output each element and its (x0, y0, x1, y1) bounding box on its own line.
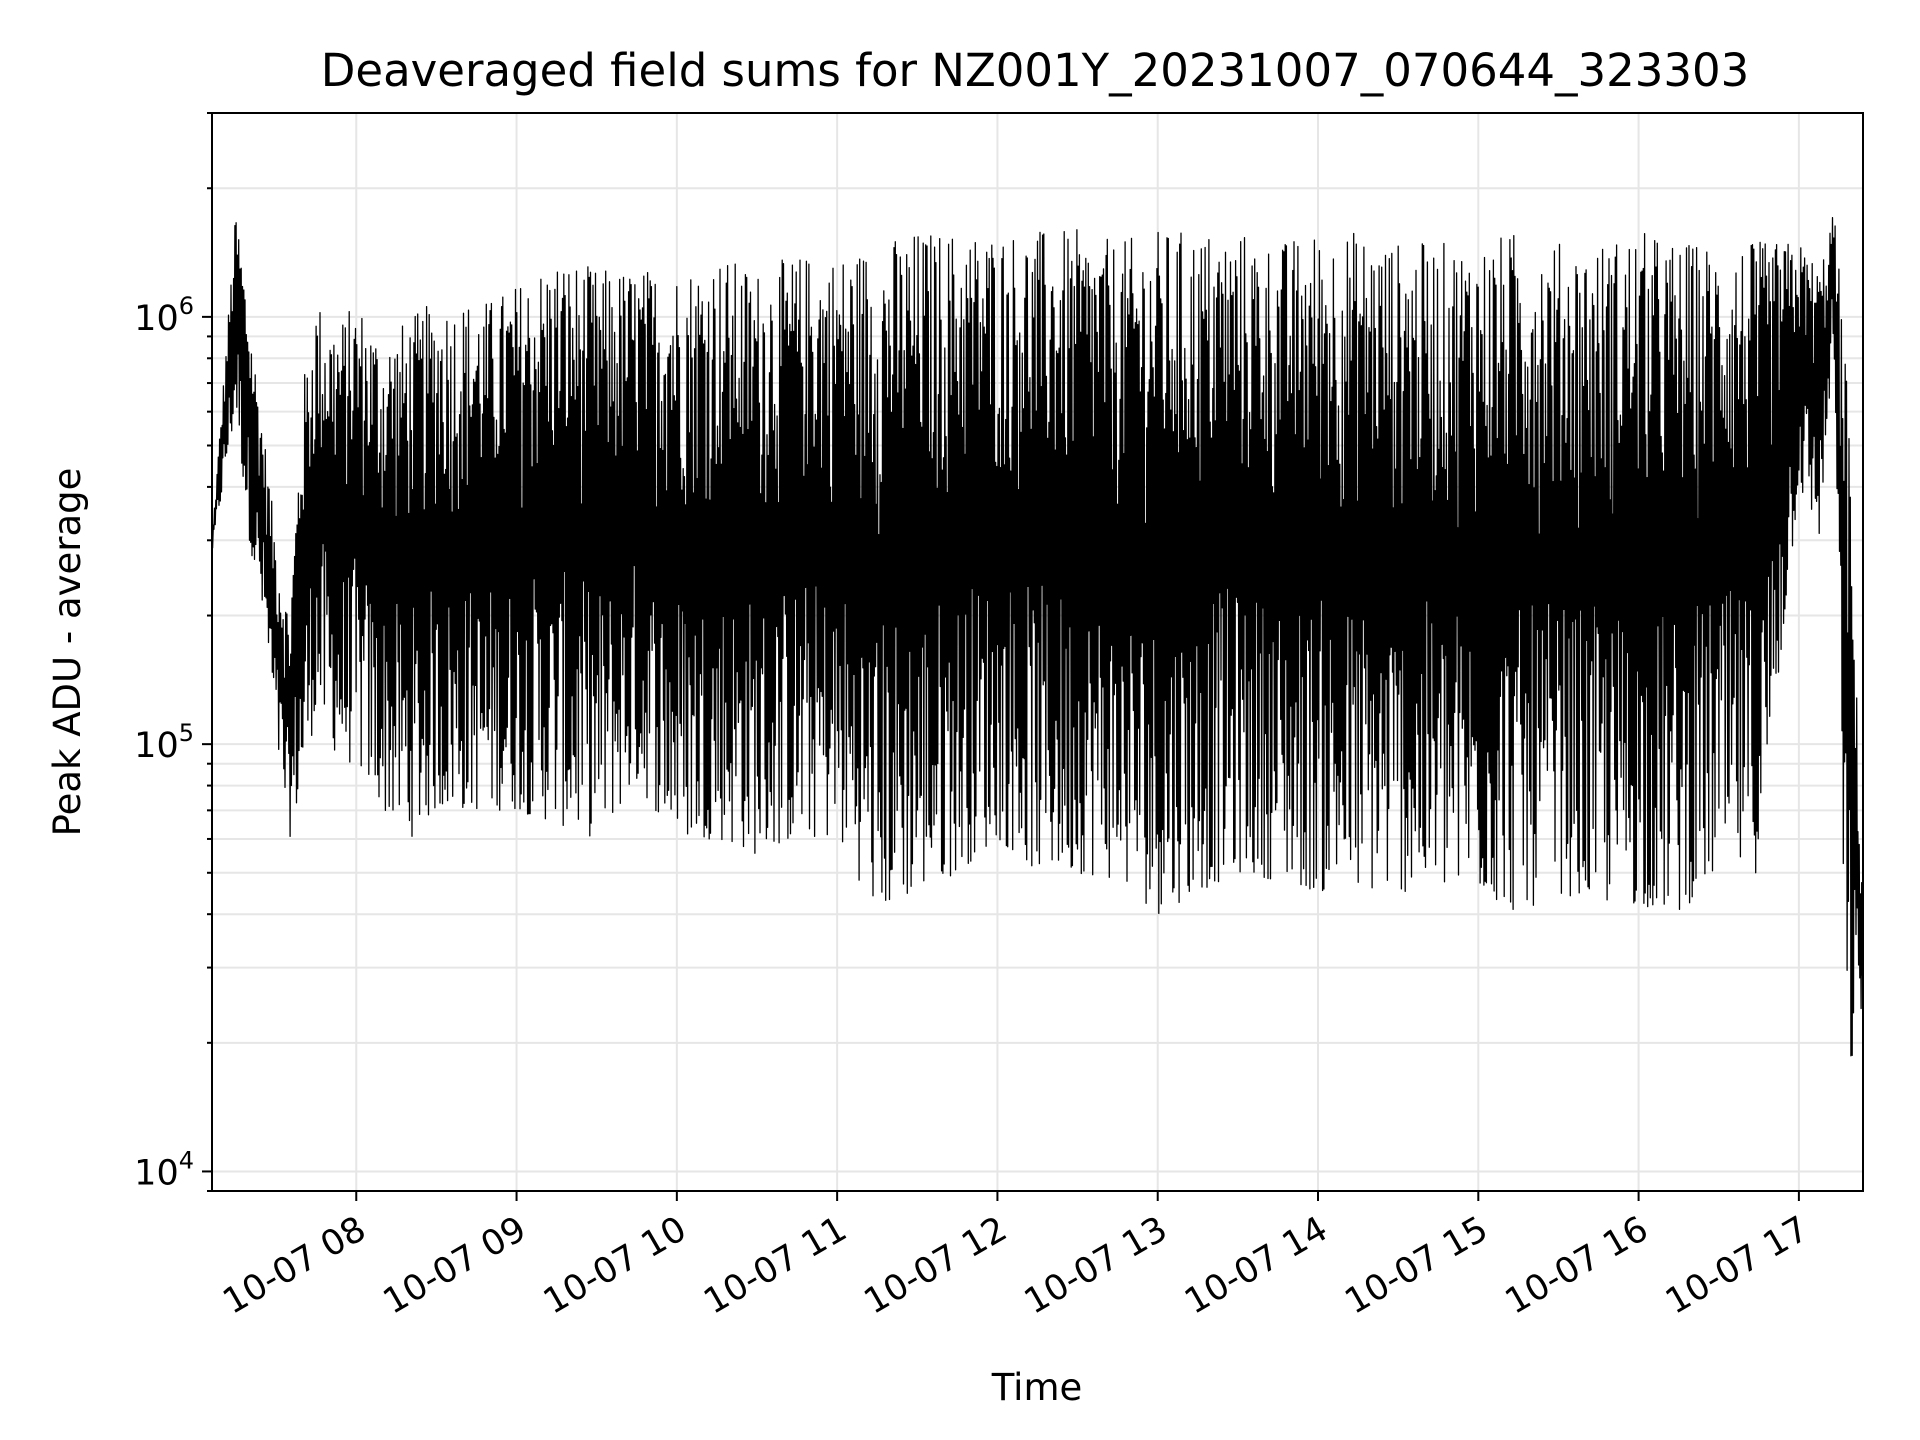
y-tick-label: 105 (134, 719, 194, 766)
y-tick-label: 104 (134, 1146, 194, 1193)
plot-line (211, 217, 1864, 1057)
y-axis-label: Peak ADU - average (46, 468, 89, 837)
y-tick-label: 106 (134, 292, 194, 339)
chart-title: Deaveraged field sums for NZ001Y_2023100… (321, 44, 1750, 97)
x-axis-label: Time (991, 1366, 1083, 1409)
y-ticks: 104 105 106 (134, 112, 212, 1193)
series-line (211, 217, 1864, 1057)
plot-frame (211, 112, 1864, 1192)
